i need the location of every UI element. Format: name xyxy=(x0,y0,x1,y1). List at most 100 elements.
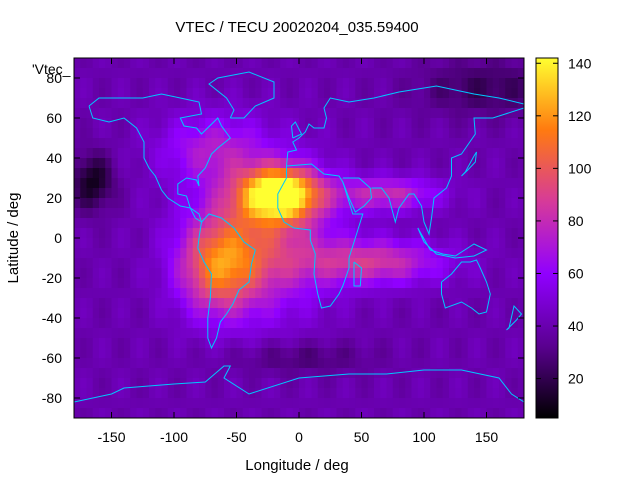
heatmap-cell xyxy=(105,148,113,159)
heatmap-cell xyxy=(355,388,363,399)
heatmap-cell xyxy=(299,128,306,139)
colorbar-tick-label: 20 xyxy=(568,371,584,387)
coastline xyxy=(197,213,256,350)
heatmap-cell xyxy=(399,148,406,159)
heatmap-cell xyxy=(249,238,256,249)
heatmap-cell xyxy=(430,298,438,309)
heatmap-cell xyxy=(361,208,369,219)
heatmap-cell xyxy=(386,108,394,119)
heatmap-cell xyxy=(336,118,344,129)
heatmap-cell xyxy=(336,148,344,159)
heatmap-cell xyxy=(436,398,444,409)
heatmap-cell xyxy=(324,398,331,409)
heatmap-cell xyxy=(142,178,150,189)
heatmap-cell xyxy=(255,318,263,329)
heatmap-cell xyxy=(149,288,156,299)
heatmap-cell xyxy=(105,108,113,119)
heatmap-cell xyxy=(399,318,406,329)
heatmap-cell xyxy=(424,408,431,418)
heatmap-cell xyxy=(236,188,244,199)
heatmap-cell xyxy=(417,198,425,209)
heatmap-cell xyxy=(380,378,388,389)
y-tick-label: 60 xyxy=(46,110,62,126)
heatmap-cell xyxy=(161,228,169,239)
heatmap-cell xyxy=(180,138,188,149)
heatmap-cell xyxy=(267,178,275,189)
heatmap-cell xyxy=(461,118,469,129)
heatmap-cell xyxy=(186,88,194,99)
heatmap-cell xyxy=(411,388,419,399)
heatmap-cell xyxy=(474,338,481,349)
heatmap-cell xyxy=(305,348,313,359)
heatmap-cell xyxy=(430,228,438,239)
heatmap-cell xyxy=(355,178,363,189)
heatmap-cell xyxy=(455,408,463,418)
heatmap-cell xyxy=(211,258,219,269)
heatmap-cell xyxy=(480,278,488,289)
heatmap-cell xyxy=(74,68,81,79)
heatmap-cell xyxy=(242,218,250,229)
heatmap-cell xyxy=(349,128,356,139)
heatmap-cell xyxy=(86,238,94,249)
heatmap-cell xyxy=(249,328,256,339)
heatmap-cell xyxy=(392,188,400,199)
heatmap-cell xyxy=(480,248,488,259)
heatmap-cell xyxy=(161,348,169,359)
heatmap-cell xyxy=(492,258,500,269)
coastline xyxy=(461,151,477,177)
heatmap-cell xyxy=(442,78,450,89)
heatmap-cell xyxy=(136,68,144,79)
heatmap-cell xyxy=(355,308,363,319)
heatmap-cell xyxy=(105,348,113,359)
heatmap-cell xyxy=(242,108,250,119)
heatmap-cell xyxy=(317,58,325,69)
heatmap-cell xyxy=(99,298,106,309)
heatmap-cell xyxy=(180,328,188,339)
heatmap-cell xyxy=(267,188,275,199)
heatmap-cell xyxy=(461,388,469,399)
heatmap-cell xyxy=(242,338,250,349)
heatmap-cell xyxy=(136,128,144,139)
heatmap-cell xyxy=(117,348,125,359)
heatmap-cell xyxy=(180,78,188,89)
heatmap-cell xyxy=(224,368,231,379)
heatmap-cell xyxy=(336,178,344,189)
heatmap-cell xyxy=(467,328,475,339)
heatmap-cell xyxy=(292,398,300,409)
heatmap-cell xyxy=(111,198,119,209)
heatmap-cell xyxy=(267,168,275,179)
heatmap-cell xyxy=(349,138,356,149)
heatmap-cell xyxy=(449,338,456,349)
heatmap-cell xyxy=(349,188,356,199)
heatmap-cell xyxy=(205,258,213,269)
coastline xyxy=(417,227,488,259)
heatmap-cell xyxy=(330,68,338,79)
heatmap-cell xyxy=(424,168,431,179)
heatmap-cell xyxy=(492,398,500,409)
heatmap-cell xyxy=(280,88,288,99)
heatmap-cell xyxy=(136,298,144,309)
heatmap-cell xyxy=(424,348,431,359)
heatmap-cell xyxy=(367,228,375,239)
heatmap-cell xyxy=(105,118,113,129)
heatmap-cell xyxy=(374,198,381,209)
heatmap-cell xyxy=(211,78,219,89)
heatmap-cell xyxy=(280,308,288,319)
heatmap-cell xyxy=(386,118,394,129)
heatmap-cell xyxy=(161,168,169,179)
heatmap-cell xyxy=(455,388,463,399)
heatmap-cell xyxy=(517,198,524,209)
heatmap-cell xyxy=(217,278,225,289)
heatmap-cell xyxy=(174,218,181,229)
heatmap-cell xyxy=(286,68,294,79)
heatmap-cell xyxy=(242,148,250,159)
heatmap-cell xyxy=(142,148,150,159)
heatmap-cell xyxy=(261,338,269,349)
heatmap-cell xyxy=(305,88,313,99)
heatmap-cell xyxy=(336,358,344,369)
heatmap-cell xyxy=(242,168,250,179)
heatmap-cell xyxy=(192,288,200,299)
heatmap-cell xyxy=(167,138,175,149)
heatmap-cell xyxy=(399,78,406,89)
heatmap-cell xyxy=(505,118,513,129)
